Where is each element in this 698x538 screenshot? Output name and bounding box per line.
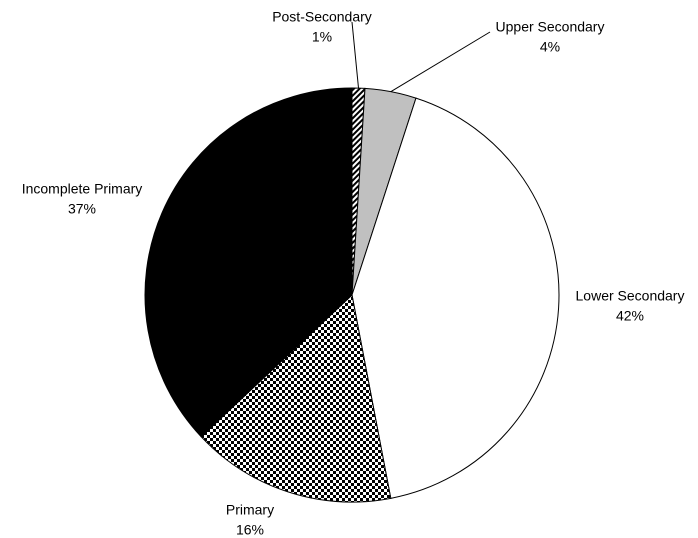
slice-value-label: 1%: [312, 29, 332, 45]
leader-line: [390, 31, 491, 93]
slice-value-label: 4%: [540, 39, 560, 55]
slice-label: Post-Secondary: [272, 9, 372, 25]
slice-value-label: 42%: [616, 308, 644, 324]
slice-value-label: 37%: [68, 201, 96, 217]
pie-slice: [144, 87, 353, 438]
pie-slice: [351, 97, 560, 499]
leader-line: [351, 21, 359, 89]
slice-label: Lower Secondary: [576, 288, 685, 304]
slice-label: Incomplete Primary: [22, 181, 143, 197]
slice-value-label: 16%: [236, 522, 264, 538]
slice-label: Primary: [226, 502, 274, 518]
pie-slice: [200, 294, 392, 503]
slice-label: Upper Secondary: [496, 19, 605, 35]
